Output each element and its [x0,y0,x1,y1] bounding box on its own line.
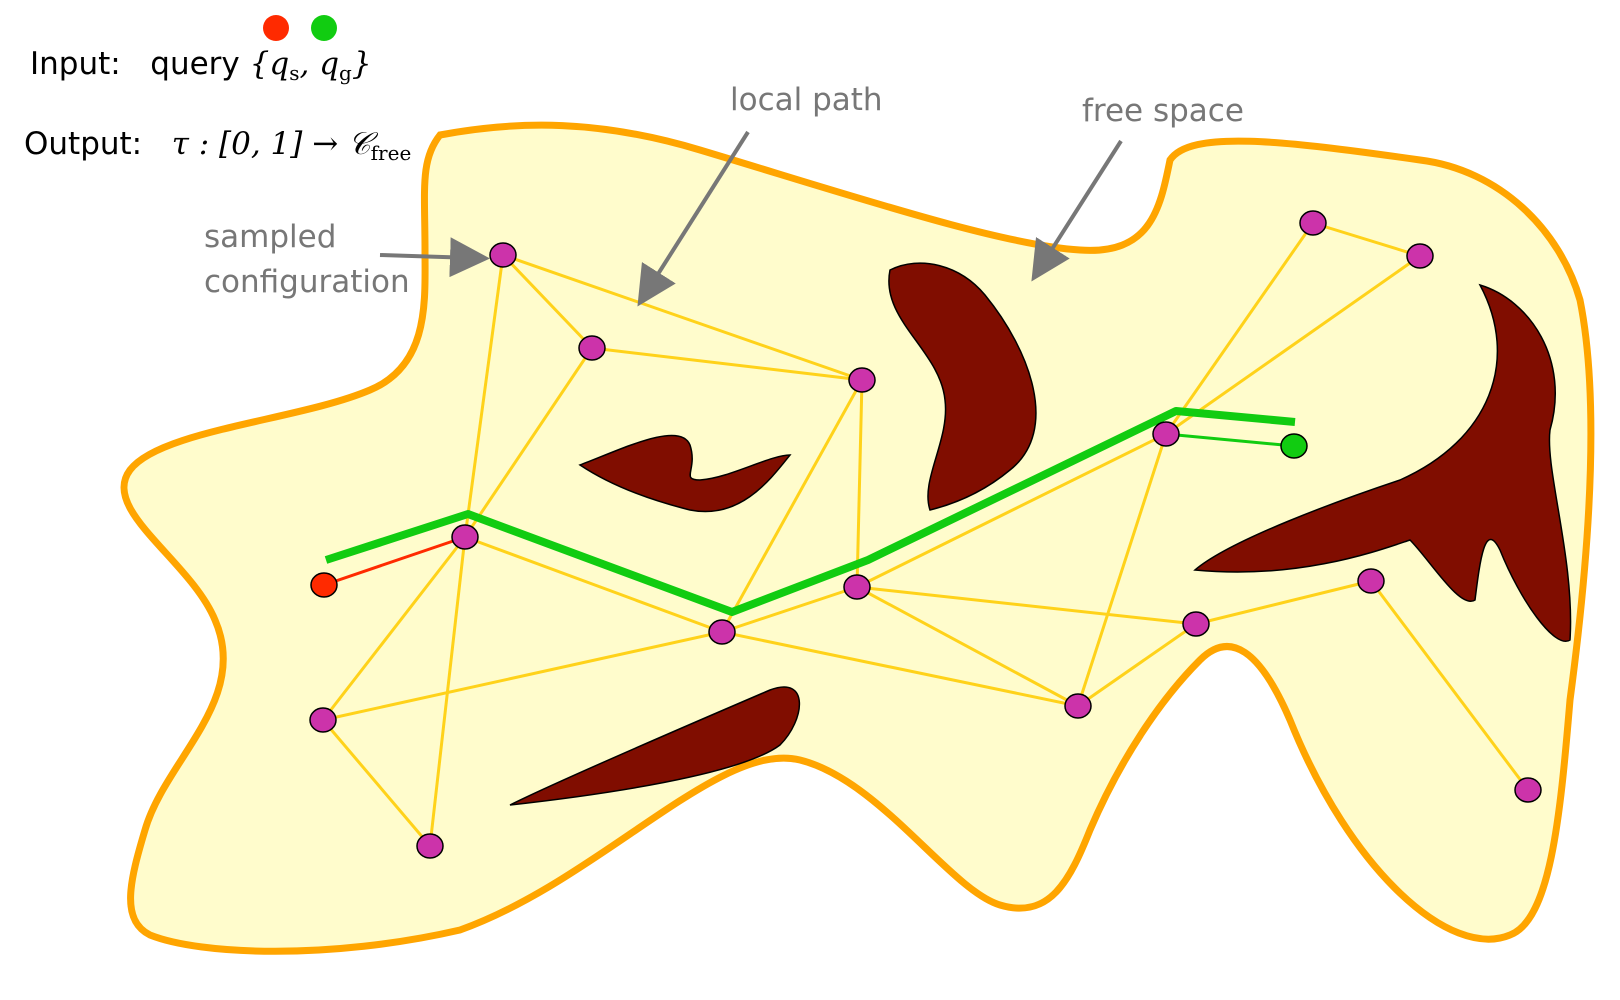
roadmap-edge [721,630,1079,708]
roadmap-node [1357,568,1385,594]
obstacle-lower-blade [509,686,801,806]
query-open: {q [249,46,290,82]
roadmap-edges [321,221,1530,847]
goal-connector [1165,432,1295,448]
input-query-math: {qs, qg} [249,46,372,85]
query-close: } [351,46,372,82]
roadmap-node [451,524,479,550]
roadmap-edge [721,585,858,634]
roadmap-node [1299,210,1327,236]
sampled-label-line2: configuration [204,264,410,300]
local-path-arrow [637,130,750,307]
roadmap-node [848,367,876,393]
roadmap-nodes [309,210,1542,859]
free-space-label: free space [1082,93,1244,129]
roadmap-edge [322,630,723,722]
query-sub-g: g [339,61,352,85]
roadmap-edge [591,346,863,382]
legend-goal-dot [311,15,337,41]
query-comma: , q [299,46,340,82]
roadmap-edge [1077,622,1197,708]
start-connector [323,535,466,587]
roadmap-edge [502,253,863,382]
free-space-arrow [1031,139,1123,282]
roadmap-edge [1076,433,1168,707]
roadmap-edge [1164,222,1315,435]
roadmap-edge [1369,580,1530,791]
goal-node [1280,433,1308,459]
input-line: Input: query {qs, qg} [30,46,372,85]
roadmap-edge [464,535,723,634]
output-expr: τ : [0, 1] → 𝒞 [171,126,371,162]
roadmap-edge [1312,221,1421,258]
roadmap-node [708,619,736,645]
roadmap-edge [855,379,864,588]
roadmap-edge [856,585,1197,626]
roadmap-edge [463,254,505,538]
output-sub: free [370,141,412,165]
roadmap-node [489,242,517,268]
roadmap-node [843,574,871,600]
roadmap-edge [1195,579,1372,626]
roadmap-node [578,335,606,361]
roadmap-node [1182,611,1210,637]
input-label: Input: [30,46,121,82]
roadmap-edge [463,347,594,538]
roadmap-node [416,833,444,859]
roadmap-edge [720,379,864,633]
roadmap-node [1064,693,1092,719]
start-node [310,572,338,598]
output-math: τ : [0, 1] → 𝒞free [171,126,412,165]
output-label: Output: [24,126,143,162]
roadmap-edge [321,536,467,721]
query-sub-s: s [289,61,300,85]
solution-path [324,407,1296,616]
legend-start-dot [263,15,289,41]
input-text: query [150,46,240,82]
obstacle-small-arrow [578,434,792,513]
roadmap-node [1514,777,1542,803]
roadmap-node [309,707,337,733]
local-path-label: local path [730,82,883,118]
roadmap-edge [1165,254,1421,436]
roadmap-node [1152,421,1180,447]
obstacle-boomerang [888,262,1037,511]
roadmap-node [1406,243,1434,269]
roadmap-edge [501,253,594,350]
roadmap-edge [856,432,1167,589]
output-line: Output: τ : [0, 1] → 𝒞free [24,126,411,165]
sampled-arrow [379,237,490,278]
roadmap-edge [856,585,1079,708]
obstacle-right-claw [1193,283,1572,643]
sampled-label-line1: sampled [204,219,336,255]
roadmap-edge [321,719,432,847]
